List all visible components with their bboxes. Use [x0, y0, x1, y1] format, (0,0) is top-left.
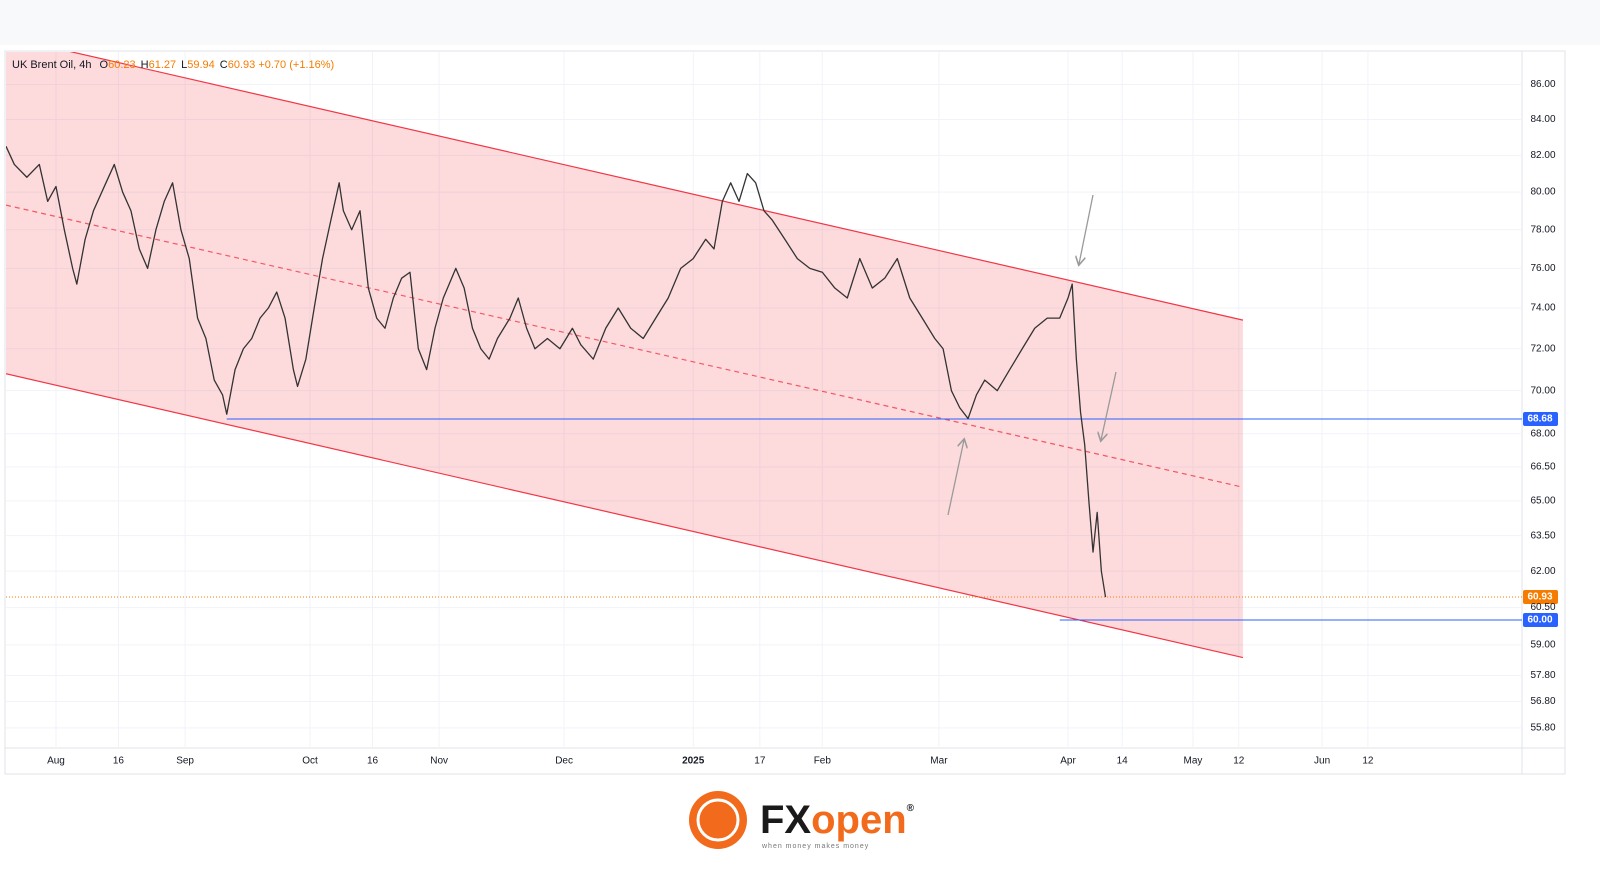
y-tick-label: 62.00	[1530, 566, 1555, 577]
ohlc-label: L	[181, 59, 187, 71]
x-tick-label: Dec	[555, 756, 573, 767]
x-tick-label: 14	[1117, 756, 1129, 767]
x-tick-label: Jun	[1314, 756, 1330, 767]
x-tick-label: 16	[367, 756, 379, 767]
ohlc-value: 60.23	[108, 59, 136, 71]
arrow	[947, 440, 964, 516]
x-tick-label: Aug	[47, 756, 65, 767]
ohlc-label: H	[141, 59, 149, 71]
x-tick-label: Oct	[302, 756, 318, 767]
symbol: UK Brent Oil, 4h	[12, 59, 91, 71]
ohlc-value: 59.94	[187, 59, 215, 71]
y-tick-label: 82.00	[1530, 150, 1555, 161]
y-tick-label: 55.80	[1530, 723, 1555, 734]
x-tick-label: 2025	[682, 756, 705, 767]
y-tick-label: 86.00	[1530, 79, 1555, 90]
brand-fx: FX	[760, 798, 811, 842]
y-tick-label: 78.00	[1530, 224, 1555, 235]
y-tick-label: 74.00	[1530, 303, 1555, 314]
y-tick-label: 56.80	[1530, 696, 1555, 707]
y-tick-label: 60.50	[1530, 602, 1555, 613]
top-bar	[0, 0, 1600, 45]
x-tick-label: 17	[754, 756, 766, 767]
tagline: when money makes money	[761, 843, 869, 850]
channel-middle	[6, 204, 1244, 488]
y-tick-label: 59.00	[1530, 640, 1555, 651]
x-tick-label: Sep	[176, 756, 194, 767]
x-tick-label: Apr	[1060, 756, 1076, 767]
ohlc-label: O	[100, 59, 109, 71]
y-tick-label: 57.80	[1530, 670, 1555, 681]
y-tick-label: 65.00	[1530, 496, 1555, 507]
x-tick-label: 16	[113, 756, 125, 767]
annotation-arrows	[947, 194, 1117, 516]
chart-panel	[4, 50, 1566, 775]
last-price-badge	[1523, 590, 1558, 605]
brand-open: open	[811, 798, 907, 842]
channel-upper	[69, 52, 1244, 321]
x-tick-label: Mar	[930, 756, 948, 767]
level-badge	[1523, 411, 1558, 426]
y-tick-label: 63.50	[1530, 530, 1555, 541]
channel-lower	[6, 373, 1244, 659]
y-tick-label: 68.00	[1530, 428, 1555, 439]
level-label: 68.68	[1527, 414, 1552, 425]
last-price-label: 60.93	[1527, 592, 1552, 603]
y-tick-label: 70.00	[1530, 385, 1555, 396]
arrow	[1101, 371, 1117, 440]
y-tick-label: 84.00	[1530, 114, 1555, 125]
logo: FXopen® when money makes money	[689, 791, 915, 850]
x-tick-label: Nov	[430, 756, 448, 767]
level-badge	[1523, 612, 1558, 627]
level-label: 60.00	[1527, 615, 1552, 626]
chart-header: UK Brent Oil, 4h O60.23 H61.27 L59.94 C60.9…	[12, 59, 334, 71]
logo-emblem-ring	[696, 798, 740, 842]
y-tick-label: 80.00	[1530, 187, 1555, 198]
arrow	[1079, 194, 1094, 264]
change: +0.70	[258, 59, 286, 71]
channel-fill	[6, 52, 1243, 658]
y-tick-label: 66.50	[1530, 462, 1555, 473]
change-pct: (+1.16%)	[289, 59, 334, 71]
x-tick-label: Feb	[814, 756, 832, 767]
ohlc-value: 60.93	[228, 59, 256, 71]
x-tick-label: 12	[1362, 756, 1374, 767]
brand: FXopen®	[760, 798, 915, 842]
brand-reg: ®	[907, 803, 915, 814]
y-tick-label: 72.00	[1530, 343, 1555, 354]
price-line	[6, 146, 1107, 598]
ohlc-value: 61.27	[149, 59, 177, 71]
x-tick-label: May	[1184, 756, 1203, 767]
x-tick-label: 12	[1233, 756, 1245, 767]
ohlc-label: C	[220, 59, 228, 71]
y-tick-label: 76.00	[1530, 263, 1555, 274]
